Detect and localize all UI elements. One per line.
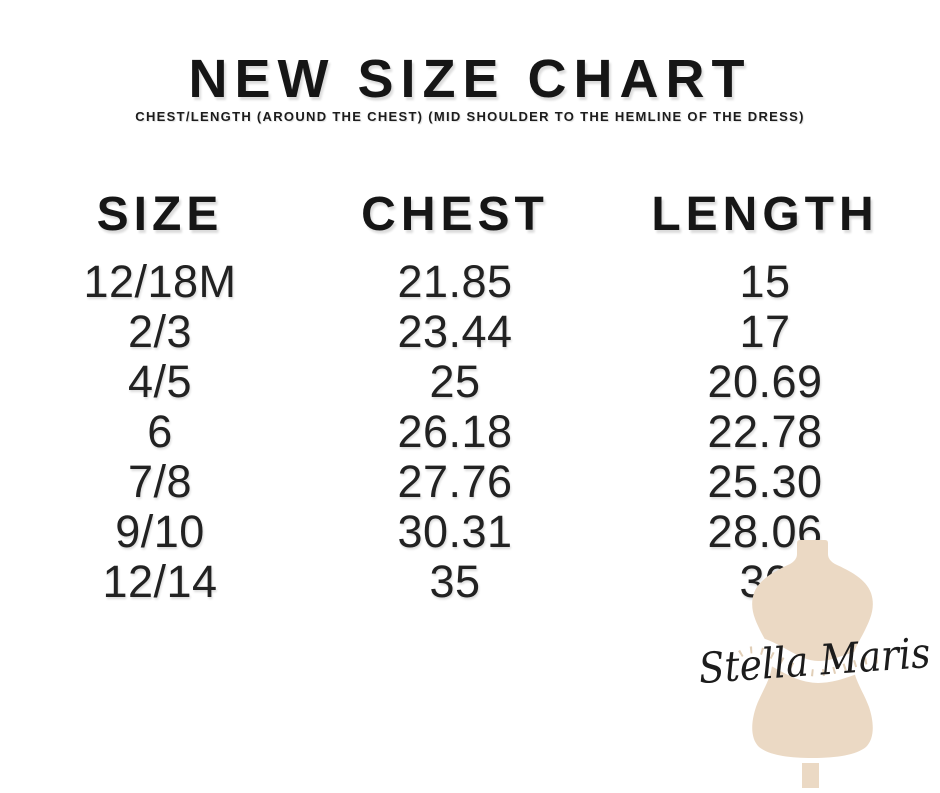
chest-cell: 23.44: [397, 306, 513, 357]
brand-watermark: Stella Maris: [690, 540, 940, 788]
size-cell: 12/18M: [83, 256, 237, 307]
column-header-size: SIZE: [96, 187, 224, 241]
dress-form-body: [752, 540, 873, 758]
size-cell: 4/5: [127, 356, 193, 407]
size-table: SIZE CHEST LENGTH 12/18M 21.85 15 2/3 23…: [60, 184, 880, 607]
table-header-row: SIZE CHEST LENGTH: [60, 184, 880, 244]
chest-cell: 30.31: [397, 506, 513, 557]
chest-cell: 21.85: [397, 256, 513, 307]
chest-cell: 35: [429, 556, 481, 607]
column-header-length: LENGTH: [651, 187, 879, 241]
length-cell: 15: [739, 256, 791, 307]
table-row: 7/8 27.76 25.30: [60, 457, 880, 507]
table-row: 4/5 25 20.69: [60, 357, 880, 407]
table-row: 2/3 23.44 17: [60, 307, 880, 357]
table-row: 12/14 35 30: [60, 557, 880, 607]
brand-script-text: Stella Maris: [697, 628, 932, 693]
page-subtitle: CHEST/LENGTH (AROUND THE CHEST) (MID SHO…: [135, 109, 805, 124]
page-title: NEW SIZE CHART: [188, 49, 752, 109]
column-header-chest: CHEST: [361, 187, 549, 241]
length-cell: 22.78: [707, 406, 823, 457]
table-row: 9/10 30.31 28.06: [60, 507, 880, 557]
dress-form-pole: [802, 763, 819, 788]
length-cell: 17: [739, 306, 791, 357]
size-cell: 9/10: [115, 506, 205, 557]
measuring-tape-band: [723, 636, 907, 684]
size-cell: 7/8: [127, 456, 193, 507]
measuring-tape-marks: [738, 646, 893, 677]
chest-cell: 27.76: [397, 456, 513, 507]
size-cell: 6: [147, 406, 173, 457]
chest-cell: 25: [429, 356, 481, 407]
length-cell: 25.30: [707, 456, 823, 507]
chest-cell: 26.18: [397, 406, 513, 457]
size-cell: 12/14: [102, 556, 218, 607]
table-body: 12/18M 21.85 15 2/3 23.44 17 4/5 25 20.6…: [60, 257, 880, 607]
dress-form-icon: Stella Maris: [697, 540, 932, 788]
table-row: 6 26.18 22.78: [60, 407, 880, 457]
table-row: 12/18M 21.85 15: [60, 257, 880, 307]
size-cell: 2/3: [127, 306, 193, 357]
length-cell: 20.69: [707, 356, 823, 407]
